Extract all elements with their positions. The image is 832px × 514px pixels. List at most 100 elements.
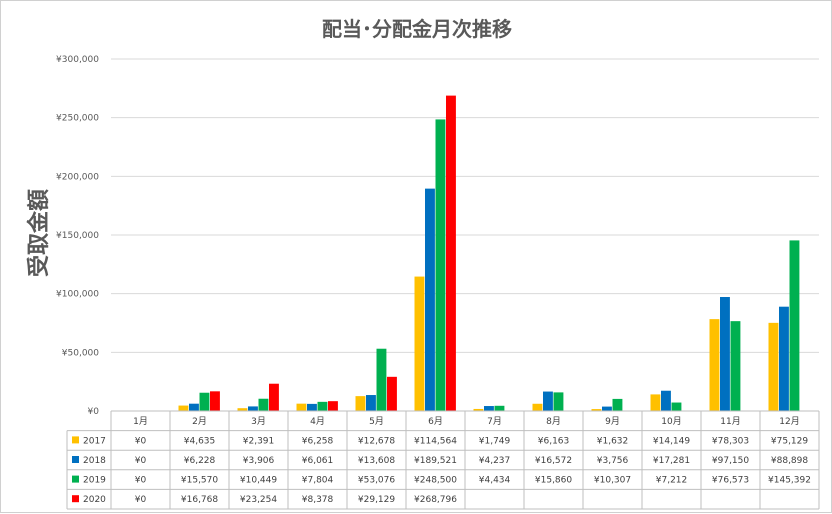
legend-key-2018 [72, 456, 79, 463]
data-label-2020-4月: ¥8,378 [302, 495, 334, 505]
data-label-2019-2月: ¥15,570 [181, 476, 218, 486]
bar-2018-11月 [720, 297, 730, 411]
y-axis-label: 受取金額 [26, 189, 52, 277]
bar-2018-8月 [543, 391, 553, 411]
x-tick-label: 11月 [720, 416, 740, 427]
data-label-2017-6月: ¥114,564 [414, 436, 457, 446]
data-table: 1月 2月 3月 4月 5月 6月 7月 8月 9月 10月 11月 12月 2017 ¥0 ¥4,635 ¥… [66, 410, 820, 510]
bar-2019-9月 [612, 398, 623, 411]
bar-2018-2月 [189, 403, 199, 411]
data-label-2020-6月: ¥268,796 [414, 495, 457, 505]
bar-2017-7月 [473, 408, 484, 411]
bar-2019-7月 [494, 405, 505, 411]
data-label-2019-9月: ¥10,307 [594, 476, 631, 486]
data-label-2019-7月: ¥4,434 [479, 476, 511, 486]
x-tick-label: 1月 [133, 416, 148, 427]
bar-2019-6月 [435, 119, 446, 411]
bar-2019-12月 [789, 240, 800, 411]
legend-label-2020: 2020 [83, 495, 106, 505]
data-label-2017-11月: ¥78,303 [712, 436, 749, 446]
bar-2017-2月 [178, 405, 189, 411]
bar-2018-12月 [779, 306, 789, 411]
chart-title: 配当･分配金月次推移 [322, 17, 512, 41]
y-tick-label: ¥250,000 [56, 114, 99, 124]
x-tick-label: 5月 [369, 416, 384, 427]
data-label-2018-8月: ¥16,572 [535, 456, 572, 466]
data-label-2018-6月: ¥189,521 [414, 456, 457, 466]
bar-2017-5月 [355, 396, 366, 411]
data-label-2018-4月: ¥6,061 [302, 456, 334, 466]
bar-2017-10月 [650, 394, 661, 411]
data-label-2018-1月: ¥0 [135, 456, 147, 466]
data-label-2017-3月: ¥2,391 [243, 436, 275, 446]
data-label-2018-9月: ¥3,756 [597, 456, 629, 466]
bar-2017-4月 [296, 403, 307, 411]
y-tick-label: ¥0 [88, 407, 100, 417]
data-label-2020-1月: ¥0 [135, 495, 147, 505]
x-tick-label: 6月 [428, 416, 443, 427]
x-tick-label: 4月 [310, 416, 325, 427]
legend-key-2020 [72, 495, 79, 503]
data-label-2017-5月: ¥12,678 [358, 436, 395, 446]
data-label-2020-2月: ¥16,768 [181, 495, 218, 505]
data-label-2020-3月: ¥23,254 [240, 495, 277, 505]
bar-2018-3月 [248, 406, 258, 411]
data-label-2019-11月: ¥76,573 [712, 476, 749, 486]
y-tick-label: ¥150,000 [56, 231, 99, 241]
data-label-2018-3月: ¥3,906 [243, 456, 275, 466]
bar-2020-3月 [269, 383, 279, 411]
data-label-2018-12月: ¥88,898 [771, 456, 808, 466]
bar-2017-11月 [709, 319, 720, 411]
y-tick-labels: ¥0 ¥50,000 ¥100,000 ¥150,000 ¥200,000 ¥250,00… [56, 55, 99, 417]
data-label-2017-7月: ¥1,749 [479, 436, 511, 446]
x-tick-label: 7月 [487, 416, 502, 427]
data-label-2017-4月: ¥6,258 [302, 436, 334, 446]
bar-2017-6月 [414, 276, 425, 411]
data-label-2019-10月: ¥7,212 [656, 476, 688, 486]
data-label-2017-8月: ¥6,163 [538, 436, 570, 446]
bar-2019-5月 [376, 348, 387, 411]
bar-2018-10月 [661, 390, 671, 411]
bar-2019-10月 [671, 402, 682, 411]
bar-2020-4月 [328, 401, 338, 411]
bar-2020-5月 [387, 376, 397, 411]
bar-2019-2月 [199, 392, 210, 411]
legend-label-2019: 2019 [83, 476, 106, 486]
legend-label-2018: 2018 [83, 456, 106, 466]
data-label-2018-11月: ¥97,150 [712, 456, 749, 466]
data-label-2019-4月: ¥7,804 [302, 476, 334, 486]
data-label-2018-5月: ¥13,608 [358, 456, 395, 466]
data-label-2017-10月: ¥14,149 [653, 436, 690, 446]
bar-2018-5月 [366, 395, 376, 411]
data-label-2019-3月: ¥10,449 [240, 476, 277, 486]
data-label-2019-1月: ¥0 [135, 476, 147, 486]
data-label-2017-9月: ¥1,632 [597, 436, 629, 446]
data-label-2017-1月: ¥0 [135, 436, 147, 446]
data-label-2020-5月: ¥29,129 [358, 495, 395, 505]
data-label-2019-6月: ¥248,500 [414, 476, 457, 486]
data-label-2019-5月: ¥53,076 [358, 476, 395, 486]
bar-2019-3月 [258, 398, 269, 411]
data-label-2018-10月: ¥17,281 [653, 456, 690, 466]
bar-2019-11月 [730, 321, 741, 411]
data-label-2019-8月: ¥15,860 [535, 476, 572, 486]
data-label-2017-12月: ¥75,129 [771, 436, 808, 446]
bar-2017-9月 [591, 409, 602, 411]
y-tick-label: ¥200,000 [56, 172, 99, 182]
x-tick-label: 3月 [251, 416, 266, 427]
legend-key-2019 [72, 475, 79, 483]
bar-2018-4月 [307, 403, 317, 411]
data-label-2019-12月: ¥145,392 [768, 476, 811, 486]
legend-label-2017: 2017 [83, 436, 106, 446]
legend-key-2017 [72, 436, 79, 444]
data-label-2017-2月: ¥4,635 [184, 436, 216, 446]
bar-2018-7月 [484, 406, 494, 411]
bar-2020-6月 [446, 95, 456, 411]
data-label-2018-7月: ¥4,237 [479, 456, 511, 466]
bar-2018-6月 [425, 188, 435, 411]
y-tick-label: ¥50,000 [62, 348, 99, 358]
y-tick-label: ¥300,000 [56, 55, 99, 65]
x-tick-label: 10月 [661, 416, 681, 427]
